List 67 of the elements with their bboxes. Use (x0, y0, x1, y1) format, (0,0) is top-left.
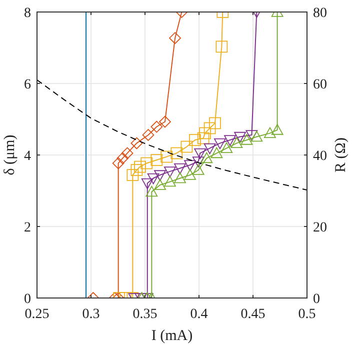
x-tick-label: 0.3 (82, 307, 100, 322)
y-tick-label: 8 (24, 6, 31, 21)
y2-axis-title: R (Ω) (333, 138, 349, 172)
y2-tick-label: 0 (313, 292, 320, 307)
point (146, 186, 158, 197)
point (246, 130, 258, 141)
point (130, 137, 143, 150)
point (264, 127, 276, 138)
point (174, 163, 186, 174)
x-tick-label: 0.5 (298, 307, 316, 322)
point (150, 154, 163, 166)
y-tick-label: 2 (24, 220, 31, 236)
point (112, 157, 124, 170)
point (204, 122, 216, 134)
point (209, 117, 221, 130)
point (224, 135, 236, 146)
point (192, 164, 204, 175)
point (141, 178, 154, 190)
point (234, 132, 246, 143)
point (200, 152, 213, 164)
point (116, 152, 129, 164)
point (160, 150, 173, 163)
y2-tick-label: 20 (313, 220, 327, 236)
point (210, 147, 223, 158)
x-tick-label: 0.4 (190, 307, 208, 322)
point (240, 134, 253, 145)
point (142, 129, 154, 141)
point (197, 132, 210, 144)
point (126, 169, 139, 181)
point (164, 176, 176, 187)
x-tick-label: 0.25 (24, 307, 50, 322)
point (184, 169, 196, 180)
point (271, 124, 284, 135)
point (204, 143, 216, 154)
point (159, 116, 171, 128)
y-tick-label: 0 (24, 292, 31, 307)
x-tick-label: 0.35 (132, 307, 158, 322)
point (174, 172, 186, 184)
x-axis-title: I (mA) (151, 328, 193, 344)
point (154, 170, 166, 181)
point (214, 138, 226, 150)
point (189, 134, 201, 146)
line-series (37, 79, 307, 191)
y-axis-title: δ (μm) (2, 134, 18, 176)
point (164, 166, 176, 178)
y2-tick-label: 80 (313, 6, 327, 21)
point (184, 160, 196, 171)
point (192, 156, 204, 168)
point (230, 137, 243, 148)
point (194, 148, 206, 160)
point (220, 142, 233, 154)
point (180, 140, 193, 153)
point (130, 164, 143, 176)
y2-tick-label: 60 (313, 77, 327, 92)
y2-tick-label: 40 (313, 148, 327, 164)
y-tick-label: 4 (24, 148, 31, 164)
point (150, 120, 163, 133)
point (170, 147, 183, 160)
point (147, 173, 160, 184)
point (250, 130, 263, 142)
x-tick-label: 0.45 (240, 307, 266, 322)
point (121, 147, 134, 160)
point (140, 157, 153, 170)
point (134, 160, 146, 173)
point (199, 127, 211, 140)
y-tick-label: 6 (24, 77, 31, 92)
point (154, 179, 166, 190)
